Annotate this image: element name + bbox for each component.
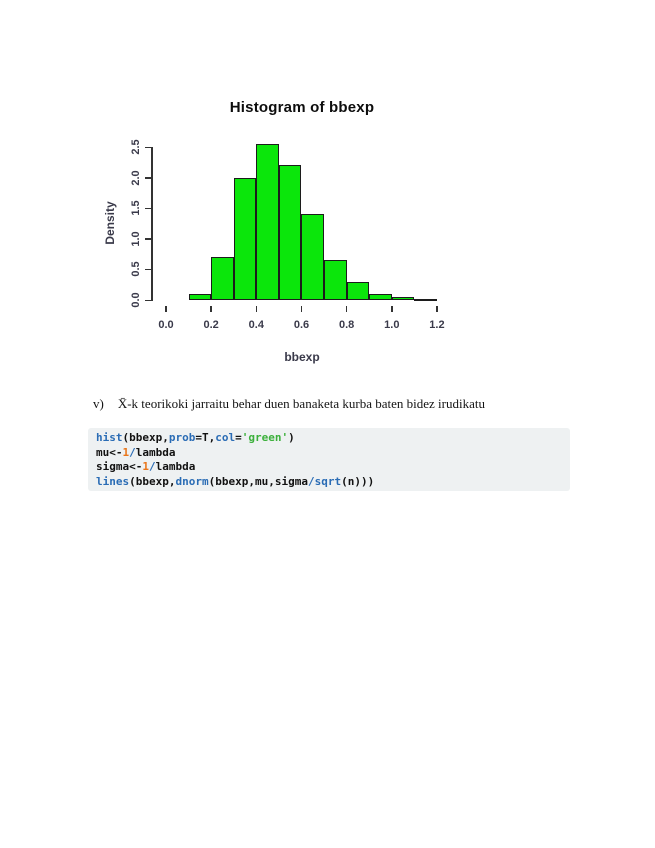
y-axis-tick <box>145 238 151 240</box>
x-axis-tick <box>255 306 258 312</box>
code-token-fn: sqrt <box>314 474 342 488</box>
code-token-fn: lines <box>96 474 130 488</box>
y-tick-label: 0.5 <box>130 261 142 278</box>
histogram-bar <box>256 143 279 300</box>
histogram-bar <box>211 257 234 300</box>
code-token-pl: = <box>235 431 242 444</box>
y-tick-label: 2.5 <box>130 139 142 155</box>
x-tick-label: 1.0 <box>384 319 400 331</box>
code-token-fn: dnorm <box>175 474 209 488</box>
code-token-pl: (bbexp, <box>129 474 176 488</box>
histogram-bar <box>414 298 437 301</box>
y-axis-line <box>151 147 153 301</box>
x-tick-label: 0.0 <box>158 319 174 331</box>
histogram-bar <box>301 214 325 300</box>
histogram-bar <box>391 296 415 300</box>
y-axis-tick <box>145 146 151 149</box>
code-token-pl: ) <box>288 431 295 444</box>
x-axis-tick <box>391 306 393 312</box>
code-line: hist(bbexp,prob=T,col='green') <box>96 431 562 446</box>
y-axis-title: Density <box>103 201 117 245</box>
y-tick-label: 0.0 <box>130 292 142 308</box>
histogram-bar <box>346 281 370 300</box>
histogram-bar <box>369 293 392 300</box>
histogram-bar <box>324 260 347 300</box>
code-token-pl: (bbexp,mu,sigma <box>208 474 308 488</box>
question-item-text: X̄-k teorikoki jarraitu behar duen banak… <box>117 396 485 411</box>
code-token-fn: prob <box>168 431 196 444</box>
code-token-pl: lambda <box>135 445 176 459</box>
code-token-fn: / <box>148 460 156 473</box>
y-tick-label: 1.5 <box>130 200 142 216</box>
x-axis-tick <box>300 306 303 312</box>
code-token-fn: col <box>215 431 236 444</box>
x-axis-tick <box>165 306 167 312</box>
code-token-num: 1 <box>122 445 130 459</box>
x-tick-label: 1.2 <box>429 319 445 331</box>
code-token-fn: / <box>129 445 136 459</box>
y-axis-tick <box>145 299 151 302</box>
x-tick-label: 0.8 <box>338 319 355 331</box>
code-token-pl: lambda <box>155 460 196 473</box>
histogram-bar <box>278 165 302 300</box>
code-token-str: 'green' <box>241 431 289 444</box>
code-token-pl: =T, <box>195 431 216 444</box>
histogram-bar <box>188 293 212 300</box>
code-line: lines(bbexp,dnorm(bbexp,mu,sigma/sqrt(n)… <box>96 475 562 490</box>
code-token-pl: mu<- <box>96 445 123 459</box>
y-axis-tick <box>145 268 151 271</box>
code-token-pl: sigma<- <box>96 460 143 473</box>
y-axis-tick <box>145 207 151 210</box>
code-line: sigma<-1/lambda <box>96 460 562 475</box>
code-token-fn: / <box>307 474 315 488</box>
y-tick-label: 1.0 <box>130 231 142 247</box>
x-axis-tick <box>436 306 438 312</box>
code-token-fn: hist <box>96 431 123 444</box>
x-axis-title: bbexp <box>284 350 320 364</box>
x-axis-tick <box>345 306 348 312</box>
x-tick-label: 0.4 <box>248 319 264 331</box>
r-code-block: hist(bbexp,prob=T,col='green') mu<-1/lamb… <box>88 428 570 491</box>
question-item-label: v) <box>93 396 104 411</box>
x-tick-label: 0.6 <box>293 319 310 331</box>
x-tick-label: 0.2 <box>203 319 219 331</box>
code-token-pl: (n))) <box>341 474 375 488</box>
code-token-pl: (bbexp, <box>122 431 169 444</box>
question-line: v) X̄-k teorikoki jarraitu behar duen ban… <box>93 396 563 412</box>
y-tick-label: 2.0 <box>130 169 142 186</box>
code-line: mu<-1/lambda <box>96 446 562 461</box>
histogram-bar <box>233 177 257 300</box>
x-axis-tick <box>210 306 212 312</box>
histogram-figure: Histogram of bbexp Density bbexp 0.0 0.5 1… <box>90 95 520 380</box>
code-token-num: 1 <box>142 460 149 473</box>
y-axis-tick <box>145 177 151 179</box>
chart-title: Histogram of bbexp <box>229 99 375 116</box>
